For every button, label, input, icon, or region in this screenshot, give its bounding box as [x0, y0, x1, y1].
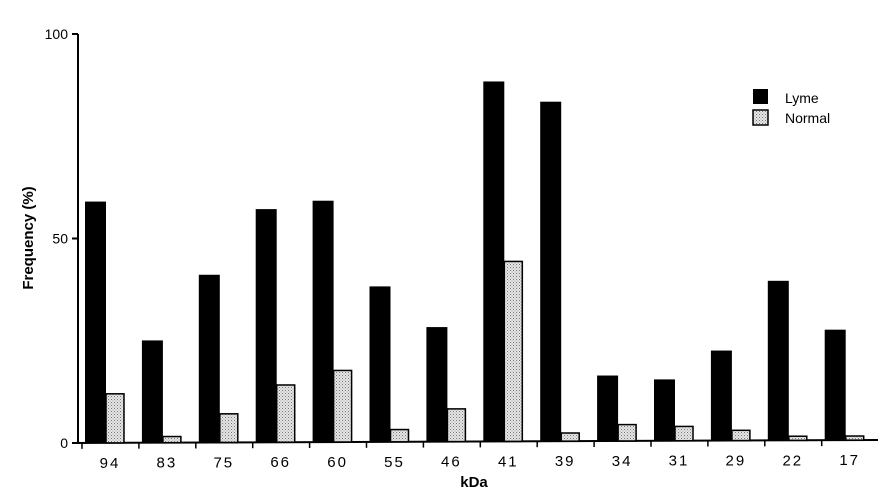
bar-normal-75 [219, 413, 239, 444]
y-axis-label: Frequency (%) [20, 186, 37, 289]
x-tick-label: 94 [100, 455, 121, 472]
bar-normal-46 [446, 408, 467, 443]
x-tick-label: 66 [270, 454, 291, 471]
bar-lyme-83 [141, 340, 163, 443]
bar-normal-34 [617, 423, 637, 442]
bar-lyme-94 [85, 201, 106, 443]
legend-swatch-lyme [753, 89, 768, 104]
legend-label-lyme: Lyme [785, 90, 819, 106]
axes: 0 50 100 94 83 75 66 60 55 46 41 39 34 31 29 22 17 [45, 26, 879, 472]
legend-label-normal: Normal [785, 110, 830, 126]
bar-normal-66 [275, 384, 296, 443]
bar-normal-29 [731, 429, 751, 442]
bars [85, 81, 865, 444]
bar-lyme-41 [483, 81, 505, 442]
x-tick-label: 22 [782, 452, 803, 469]
bar-lyme-39 [540, 101, 562, 442]
bar-lyme-66 [255, 209, 277, 443]
bar-normal-83 [162, 435, 182, 444]
x-tick-label: 17 [839, 452, 860, 469]
x-tick-label: 31 [669, 453, 690, 470]
bar-normal-22 [788, 435, 808, 442]
bar-lyme-31 [654, 379, 675, 441]
x-tick-label: 34 [612, 453, 633, 470]
y-tick-label: 50 [52, 231, 68, 247]
bar-lyme-22 [767, 280, 789, 441]
bar-normal-41 [503, 260, 524, 443]
bar-lyme-60 [312, 200, 334, 443]
y-tick-label: 100 [45, 26, 69, 42]
legend: Lyme Normal [752, 89, 830, 126]
x-tick-label: 60 [327, 454, 348, 471]
legend-swatch-normal [752, 109, 769, 126]
bar-normal-31 [674, 425, 694, 442]
x-tick-label: 41 [498, 453, 519, 470]
bar-normal-39 [560, 432, 580, 442]
bar-normal-60 [332, 369, 353, 443]
x-tick-label: 55 [384, 454, 405, 471]
x-tick-label: 39 [555, 453, 576, 470]
x-tick-label: 29 [726, 453, 747, 470]
x-tick-label: 83 [157, 455, 178, 472]
bar-lyme-17 [824, 329, 846, 441]
x-axis-line [71, 439, 879, 444]
x-axis-label: kDa [460, 474, 488, 491]
bar-lyme-75 [198, 274, 220, 443]
bar-lyme-55 [369, 286, 391, 442]
bar-lyme-46 [426, 327, 448, 442]
bar-normal-55 [389, 428, 410, 443]
bar-lyme-29 [710, 350, 732, 441]
bar-normal-94 [105, 393, 125, 444]
x-tick-label: 75 [213, 454, 234, 471]
bar-normal-17 [844, 435, 865, 441]
y-tick-label: 0 [60, 435, 68, 451]
x-tick-label: 46 [441, 454, 462, 471]
bar-lyme-34 [597, 375, 619, 441]
